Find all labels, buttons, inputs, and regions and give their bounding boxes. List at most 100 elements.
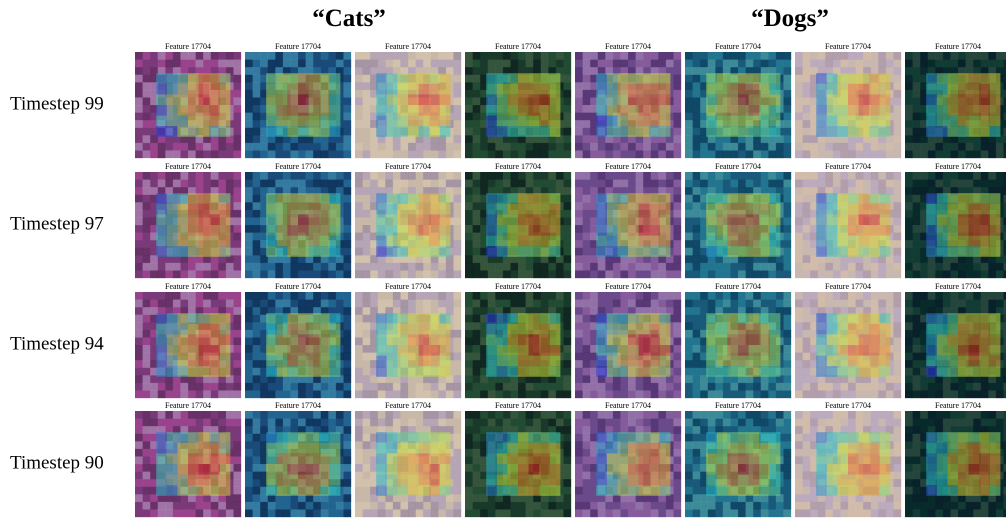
image-texture <box>150 255 159 264</box>
heatmap-block <box>376 235 387 247</box>
image-texture <box>802 194 811 203</box>
heatmap-block <box>397 83 408 95</box>
image-texture <box>218 382 227 391</box>
image-texture <box>643 262 652 271</box>
heatmap-block <box>198 94 210 105</box>
image-texture <box>225 292 234 300</box>
image-texture <box>715 270 724 279</box>
heatmap-block <box>496 115 508 127</box>
image-texture <box>210 150 219 159</box>
image-texture <box>453 179 462 188</box>
image-texture <box>445 172 454 180</box>
heatmap-block <box>287 214 298 225</box>
image-texture <box>650 52 659 60</box>
image-texture <box>495 255 504 264</box>
image-texture <box>370 172 379 180</box>
image-texture <box>795 209 803 218</box>
image-texture <box>370 202 379 211</box>
heatmap-block <box>177 94 188 105</box>
image-texture <box>582 217 591 226</box>
image-texture <box>252 322 261 331</box>
image-texture <box>575 225 583 233</box>
image-texture <box>430 270 439 279</box>
heatmap-block <box>219 203 231 215</box>
image-texture <box>465 352 473 361</box>
heatmap-block <box>826 126 838 137</box>
heatmap-block <box>219 94 231 105</box>
heatmap-block <box>979 193 990 204</box>
image-texture <box>510 179 519 188</box>
image-texture <box>245 292 253 300</box>
heatmap-block <box>298 73 309 84</box>
heatmap-block <box>298 115 309 127</box>
image-texture <box>643 67 652 76</box>
image-texture <box>233 247 242 256</box>
heatmap-block <box>209 235 220 247</box>
image-texture <box>370 127 379 136</box>
image-texture <box>885 262 894 271</box>
image-texture <box>233 67 242 76</box>
image-texture <box>142 209 151 218</box>
image-texture <box>430 299 439 308</box>
image-texture <box>825 52 834 60</box>
image-texture <box>832 67 841 76</box>
heatmap-block <box>869 203 880 215</box>
image-texture <box>548 390 557 399</box>
heatmap-block <box>188 115 199 127</box>
heatmap-block <box>287 225 298 236</box>
image-texture <box>995 52 1004 60</box>
image-texture <box>912 202 921 211</box>
heatmap-block <box>418 366 430 377</box>
image-texture <box>150 187 159 196</box>
image-texture <box>392 59 401 68</box>
heatmap-block <box>486 334 497 345</box>
image-texture <box>863 59 872 68</box>
heatmap-block <box>266 246 277 257</box>
image-texture <box>912 97 921 106</box>
heatmap-block <box>848 225 859 236</box>
image-texture <box>950 142 959 151</box>
heatmap-block <box>848 203 859 215</box>
image-texture <box>582 112 591 121</box>
heatmap-block <box>628 83 639 95</box>
heatmap-block <box>539 115 550 127</box>
image-texture <box>745 52 754 60</box>
heatmap-block <box>759 225 770 236</box>
image-texture <box>453 105 462 113</box>
image-texture <box>362 120 371 129</box>
image-texture <box>878 270 887 279</box>
image-texture <box>290 382 299 391</box>
heatmap-block <box>166 246 178 257</box>
image-texture <box>738 135 746 144</box>
image-texture <box>885 150 894 159</box>
image-texture <box>563 120 572 129</box>
image-texture <box>465 194 473 203</box>
heatmap-block <box>659 203 671 215</box>
image-texture <box>817 179 826 188</box>
image-texture <box>218 307 227 316</box>
image-texture <box>275 307 284 316</box>
image-texture <box>142 270 151 279</box>
heatmap-block <box>518 334 529 345</box>
image-texture <box>802 172 811 180</box>
image-texture <box>973 255 982 264</box>
image-texture <box>510 172 519 180</box>
heatmap-block <box>429 214 440 225</box>
heatmap-block <box>659 105 671 116</box>
image-texture <box>465 74 473 83</box>
heatmap-block <box>439 323 451 335</box>
heatmap-block <box>298 366 309 377</box>
image-texture <box>878 255 887 264</box>
image-texture <box>267 135 276 144</box>
image-texture <box>745 270 754 279</box>
image-texture <box>518 59 526 68</box>
heatmap-block <box>659 115 671 127</box>
image-texture <box>650 150 659 159</box>
image-texture <box>700 217 709 226</box>
image-texture <box>848 255 856 264</box>
image-texture <box>245 307 253 316</box>
heatmap-block <box>266 105 277 116</box>
heatmap-block <box>376 246 387 257</box>
image-texture <box>225 382 234 391</box>
image-texture <box>453 74 462 83</box>
